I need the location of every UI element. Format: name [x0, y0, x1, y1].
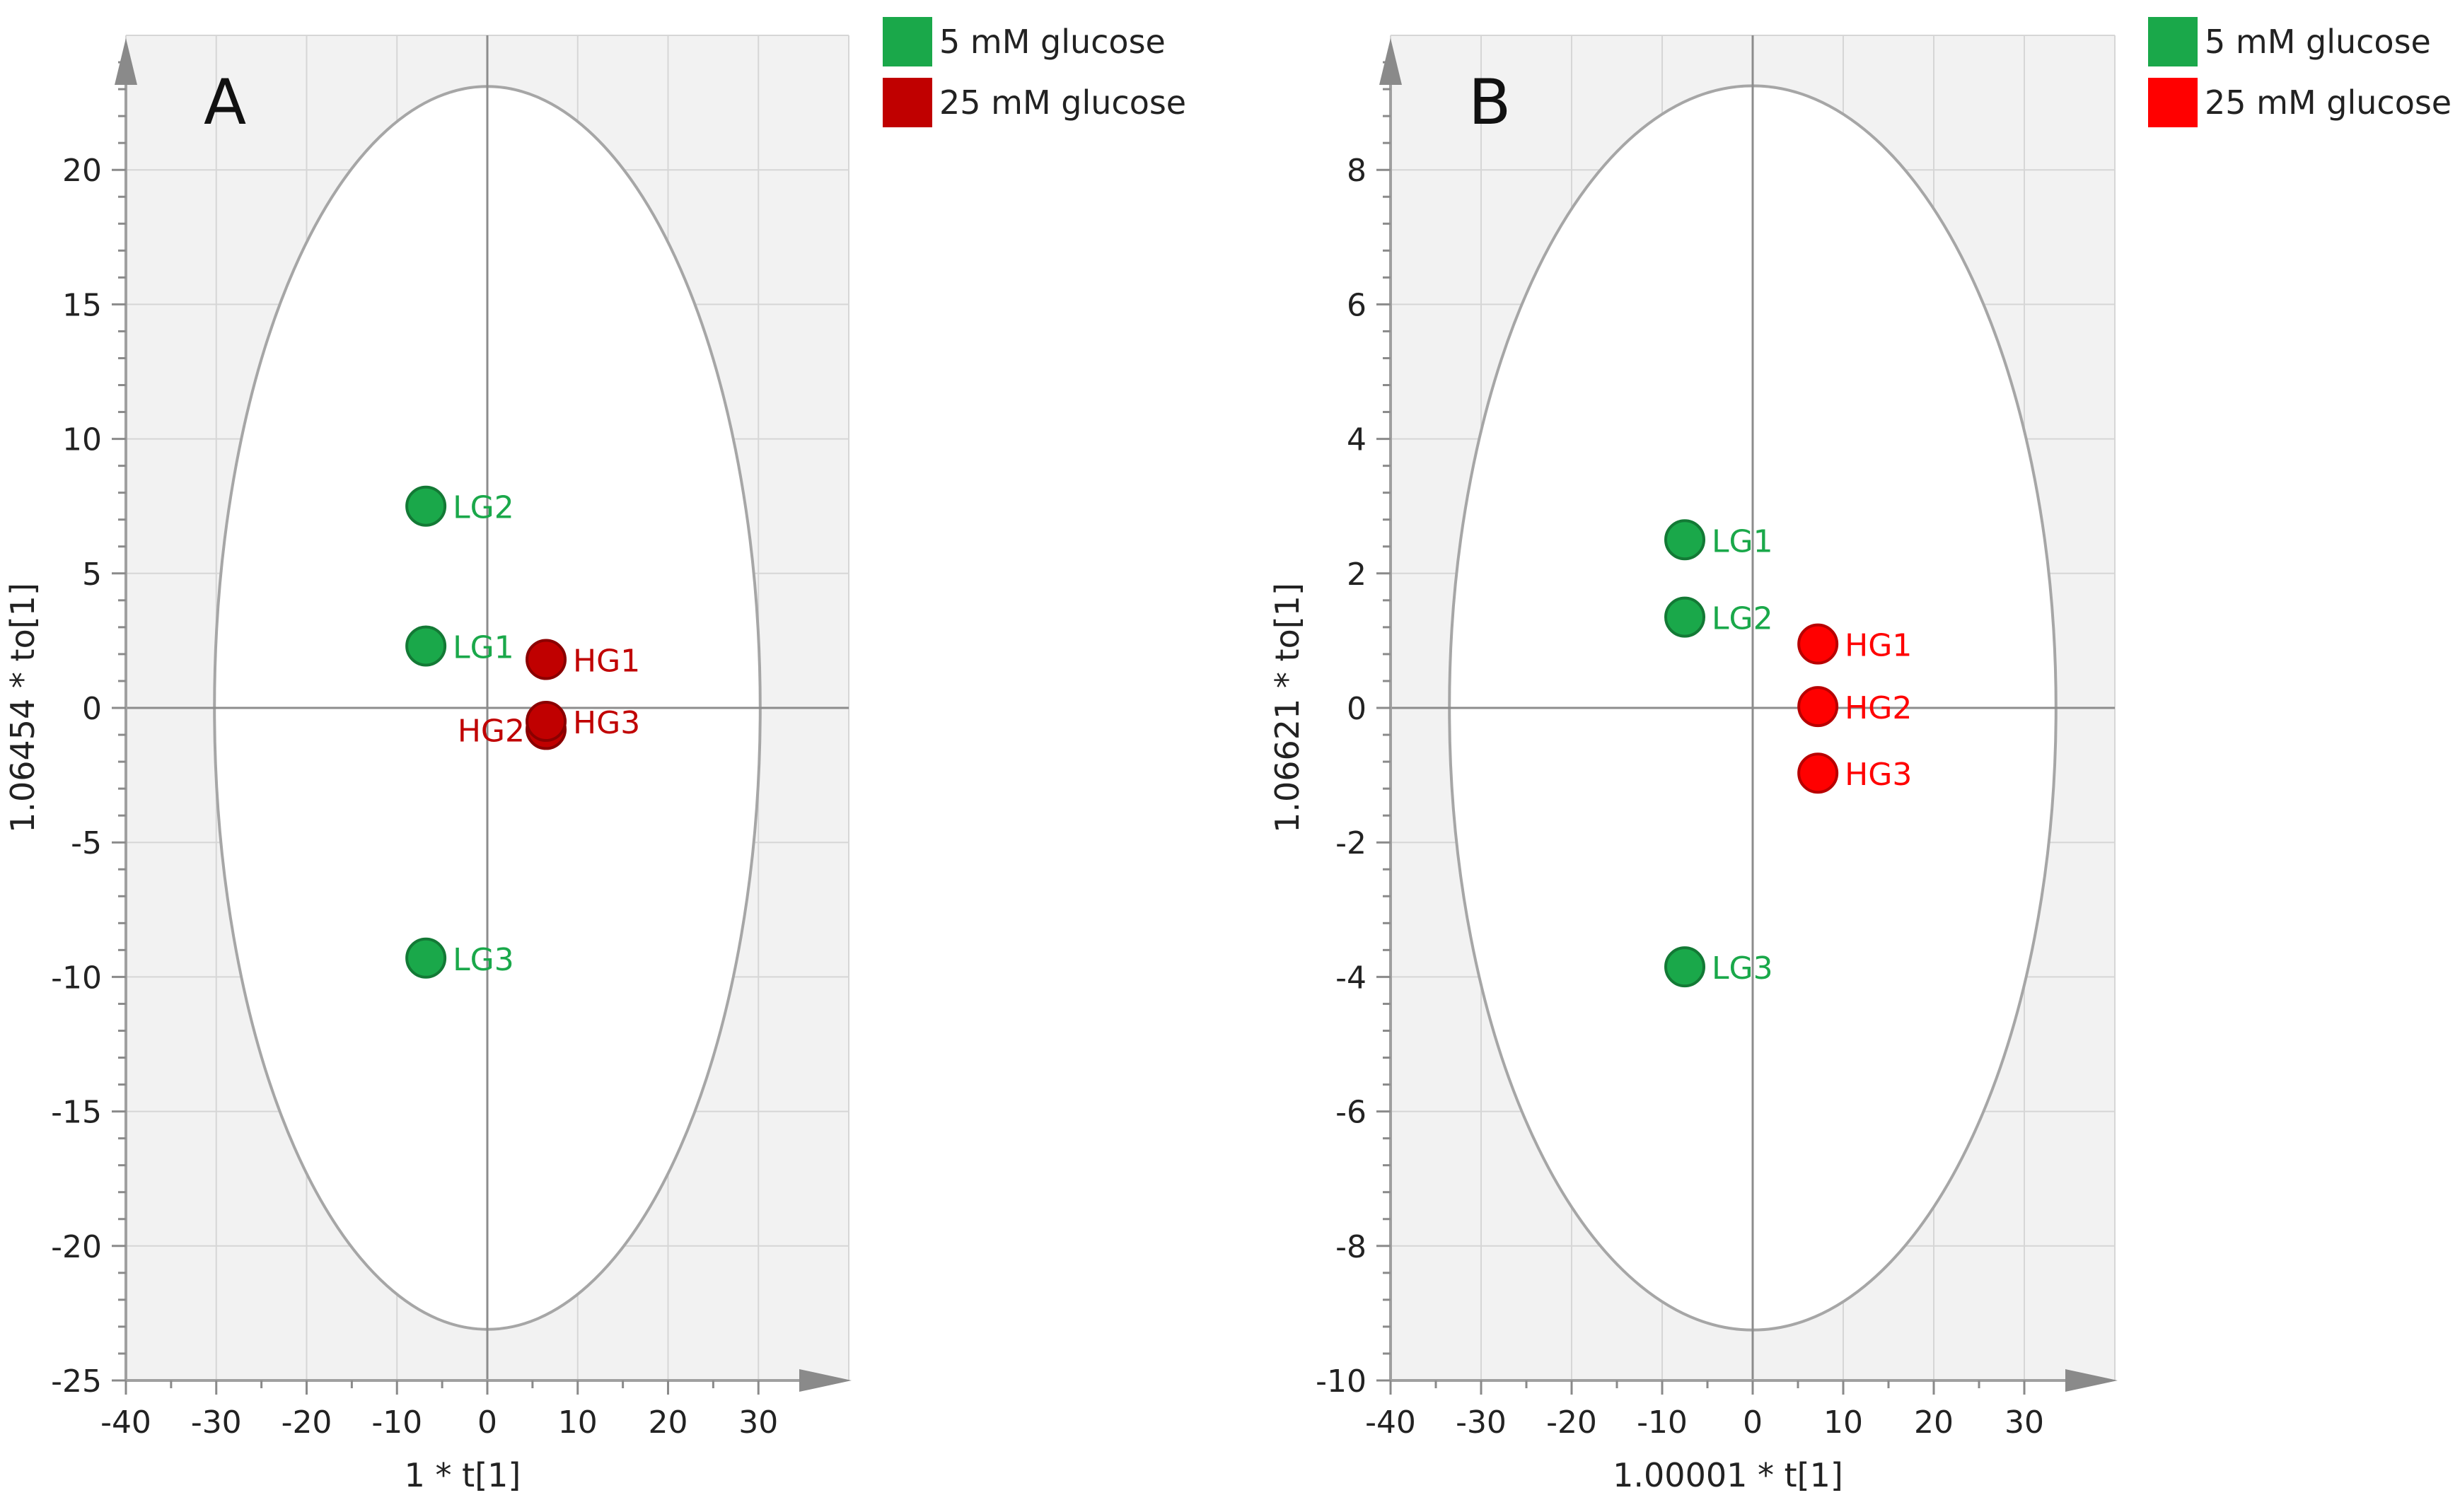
panel-label: A [204, 66, 246, 139]
x-tick-label: 20 [649, 1405, 688, 1441]
point-label: HG3 [1845, 757, 1912, 793]
x-tick-label: 10 [558, 1405, 598, 1441]
x-tick-label: 30 [738, 1405, 778, 1441]
x-tick-label: 10 [1823, 1405, 1863, 1441]
panel-label: B [1468, 66, 1511, 139]
point-label: LG1 [1712, 523, 1773, 559]
legend-item: 5 mM glucose [883, 11, 1186, 72]
point-label: HG2 [1845, 690, 1912, 726]
data-point-hg1 [1797, 623, 1839, 665]
data-point-lg3 [1664, 946, 1705, 988]
x-axis-arrow [2065, 1369, 2118, 1392]
x-axis-title: 1.00001 * t[1] [1613, 1456, 1843, 1494]
point-label: LG3 [453, 942, 514, 978]
y-tick-label: 10 [62, 422, 102, 458]
y-tick-label: 8 [1347, 153, 1367, 189]
data-point-hg3 [1797, 752, 1839, 794]
point-label: HG1 [1845, 628, 1912, 664]
point-label: HG1 [573, 644, 640, 680]
panel-a: -25 -20 -15 -10 -5 0 5 10 15 20 -40 -30 -20 -10 0 10 20 3… [4, 35, 852, 1494]
legend-swatch-25mm [2148, 78, 2198, 127]
data-point-hg2 [1797, 686, 1839, 728]
data-point-hg3 [526, 701, 567, 743]
legend-swatch-5mm [883, 17, 932, 66]
y-tick-label: -5 [71, 825, 102, 861]
y-tick-label: -10 [51, 960, 102, 996]
y-axis-title: 1.06621 * to[1] [1268, 583, 1306, 833]
x-tick-label: 30 [2004, 1405, 2044, 1441]
legend-label-5mm: 5 mM glucose [2205, 23, 2431, 61]
data-point-lg1 [1664, 519, 1705, 561]
y-tick-label: 0 [82, 691, 102, 727]
legend-panel-a: 5 mM glucose 25 mM glucose [883, 11, 1186, 133]
x-tick-label: -20 [282, 1405, 332, 1441]
legend-label-25mm: 25 mM glucose [939, 83, 1187, 122]
data-point-hg1 [526, 639, 567, 680]
x-axis-title: 1 * t[1] [405, 1456, 521, 1494]
x-tick-label: 0 [1743, 1405, 1763, 1441]
x-tick-label: -10 [1637, 1405, 1688, 1441]
data-point-lg2 [405, 485, 447, 527]
legend-label-5mm: 5 mM glucose [939, 23, 1166, 61]
y-tick-label: -25 [51, 1363, 102, 1400]
x-axis-arrow [799, 1369, 852, 1392]
legend-panel-b: 5 mM glucose 25 mM glucose [2148, 11, 2452, 133]
x-tick-label: -40 [100, 1405, 151, 1441]
x-tick-label: -30 [1456, 1405, 1507, 1441]
legend-swatch-25mm [883, 78, 932, 127]
y-tick-label: -8 [1335, 1229, 1367, 1265]
y-tick-label: -20 [51, 1229, 102, 1265]
point-label: LG2 [453, 490, 514, 526]
y-tick-label: 0 [1347, 691, 1367, 727]
point-label: HG3 [573, 705, 640, 741]
legend-item: 25 mM glucose [2148, 72, 2452, 133]
legend-label-25mm: 25 mM glucose [2205, 83, 2452, 122]
y-tick-label: 4 [1347, 422, 1367, 458]
point-label: LG1 [453, 630, 514, 666]
y-tick-label: 6 [1347, 287, 1367, 323]
data-point-lg2 [1664, 596, 1705, 638]
x-tick-label: 0 [477, 1405, 497, 1441]
y-tick-label: 2 [1347, 557, 1367, 593]
y-tick-label: 5 [82, 557, 102, 593]
x-tick-label: -10 [371, 1405, 422, 1441]
point-label: LG3 [1712, 950, 1773, 987]
legend-swatch-5mm [2148, 17, 2198, 66]
y-tick-label: -2 [1335, 825, 1367, 861]
x-tick-label: -20 [1546, 1405, 1597, 1441]
point-label: HG2 [458, 713, 525, 749]
legend-item: 5 mM glucose [2148, 11, 2452, 72]
y-tick-label: 20 [62, 153, 102, 189]
y-tick-label: -6 [1335, 1095, 1367, 1131]
data-point-lg1 [405, 625, 447, 667]
y-axis-title: 1.06454 * to[1] [4, 583, 42, 833]
y-tick-label: 15 [62, 287, 102, 323]
x-tick-label: 20 [1914, 1405, 1954, 1441]
point-label: LG2 [1712, 601, 1773, 637]
x-tick-label: -30 [191, 1405, 242, 1441]
legend-item: 25 mM glucose [883, 72, 1186, 133]
y-tick-label: -15 [51, 1095, 102, 1131]
y-tick-label: -10 [1316, 1363, 1367, 1400]
y-tick-label: -4 [1335, 960, 1367, 996]
data-point-lg3 [405, 937, 447, 979]
x-tick-label: -40 [1365, 1405, 1416, 1441]
